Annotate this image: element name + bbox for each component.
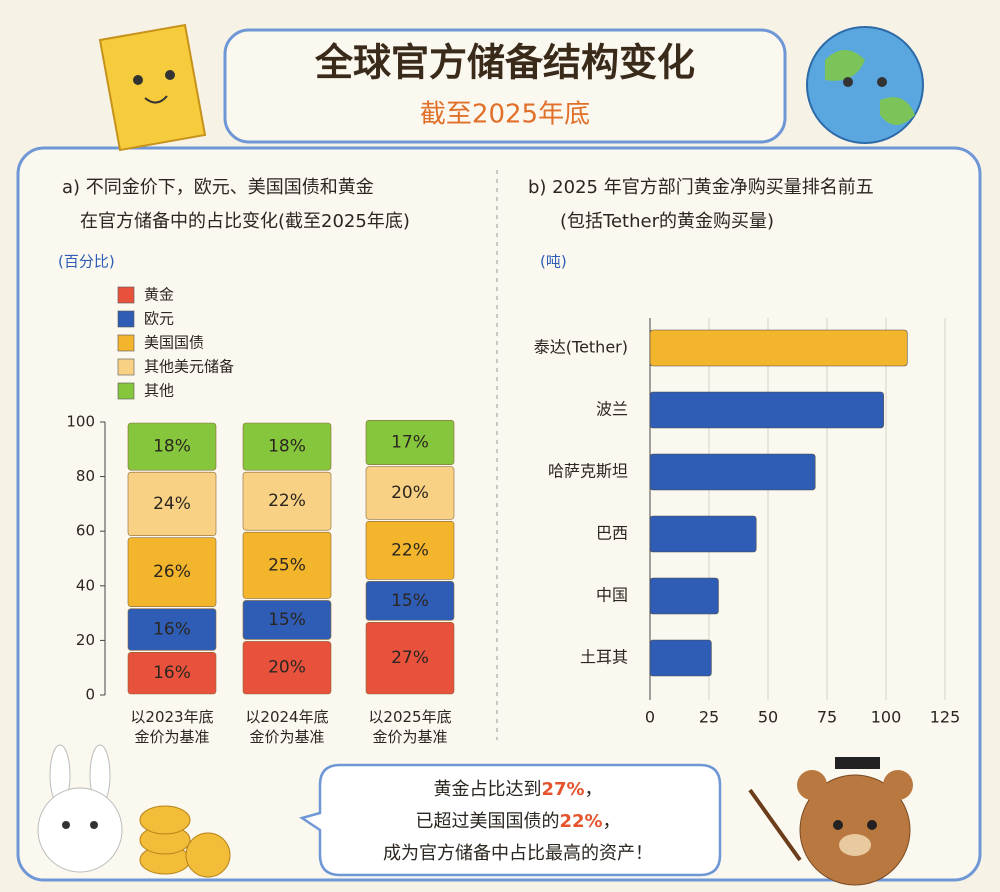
data-label: 17% [391,432,429,452]
x-tick-label: 0 [645,708,655,727]
legend-label: 美国国债 [144,334,204,352]
y-tick-label: 0 [85,686,95,704]
y-tick-label: 中国 [596,586,628,605]
bar [649,391,884,429]
legend-swatch [117,310,135,328]
bar-segment [365,621,455,695]
page-title: 全球官方储备结构变化 [314,41,695,85]
data-label: 20% [268,658,306,678]
data-label: 16% [153,663,191,683]
data-label: 25% [268,555,306,575]
y-tick-label: 哈萨克斯坦 [548,462,628,481]
legend-label: 黄金 [144,286,174,304]
legend-swatch [117,358,135,376]
y-tick-label: 波兰 [596,400,628,419]
data-label: 26% [153,562,191,582]
bar-segment [242,531,332,599]
callout-line: 成为官方储备中占比最高的资产！ [383,843,653,864]
y-tick-label: 80 [76,467,95,485]
x-tick-label: 125 [930,708,961,727]
y-tick-label: 巴西 [596,524,628,543]
x-tick-label: 100 [871,708,902,727]
bar-segment [242,600,332,640]
data-label: 16% [153,619,191,639]
chart-title: b) 2025 年官方部门黄金净购买量排名前五(包括Tether的黄金购买量) [528,177,874,232]
y-tick-label: 40 [76,576,95,594]
data-label: 20% [391,483,429,503]
x-tick-label: 以2024年底金价为基准 [245,708,328,746]
bar-segment [242,422,332,471]
bar-segment [242,471,332,531]
x-tick-label: 25 [699,708,719,727]
globe-mascot [806,26,924,144]
bar [649,577,719,615]
title-box [223,28,787,144]
legend-label: 欧元 [144,310,174,328]
axis-unit: (吨) [540,253,567,271]
data-label: 18% [268,437,306,457]
gold-bar-mascot [98,23,207,152]
x-tick-label: 50 [758,708,778,727]
legend-label: 其他 [144,382,174,400]
bar [649,515,757,553]
bar [649,639,712,677]
legend-swatch [117,334,135,352]
x-tick-label: 以2025年底金价为基准 [368,708,451,746]
bar-segment [127,608,217,651]
bar-segment [365,581,455,621]
data-label: 18% [153,437,191,457]
legend-label: 其他美元储备 [144,358,234,376]
bar-segment [365,520,455,580]
y-tick-label: 土耳其 [580,648,628,667]
bar [649,453,816,491]
bar-segment [127,537,217,607]
data-label: 24% [153,494,191,514]
x-tick-label: 以2023年底金价为基准 [130,708,213,746]
data-label: 27% [391,648,429,668]
bear-mascot [748,757,913,886]
legend-swatch [117,286,135,304]
data-label: 22% [391,540,429,560]
bar-segment [242,641,332,695]
x-tick-label: 75 [817,708,837,727]
data-label: 15% [268,610,306,630]
data-label: 15% [391,591,429,611]
callout-bubble [299,763,722,877]
bar [649,329,908,367]
page-subtitle: 截至2025年底 [420,100,590,130]
legend-swatch [117,382,135,400]
bar-segment [127,422,217,471]
data-label: 22% [268,491,306,511]
bar-segment [127,471,217,536]
bunny-mascot [37,744,123,873]
y-tick-label: 20 [76,631,95,649]
axis-unit: (百分比) [58,253,115,271]
callout-line: 已超过美国国债的22%， [415,811,620,832]
bar-segment [365,466,455,520]
y-tick-label: 60 [76,522,95,540]
chart-title: a) 不同金价下，欧元、美国国债和黄金在官方储备中的占比变化(截至2025年底) [62,177,410,232]
callout-line: 黄金占比达到27%， [433,779,602,800]
bar-segment [365,419,455,465]
y-tick-label: 泰达(Tether) [534,338,628,357]
coins [139,805,231,878]
y-tick-label: 100 [66,413,95,431]
bar-segment [127,652,217,695]
